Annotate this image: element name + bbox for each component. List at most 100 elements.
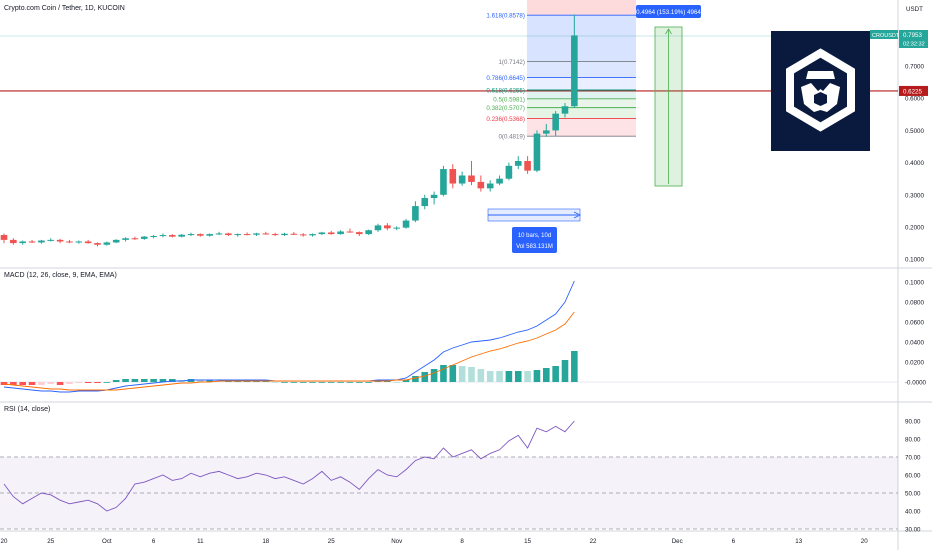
- range-label-bg: [512, 227, 557, 253]
- fib-zone: [526, 89, 636, 99]
- fib-zone: [526, 98, 636, 108]
- macd-histogram-bar: [309, 382, 316, 383]
- candle-body: [327, 232, 335, 235]
- macd-histogram-bar: [56, 382, 64, 385]
- candle-body: [243, 234, 251, 236]
- macd-histogram-bar: [281, 382, 288, 383]
- macd-histogram-bar: [318, 382, 326, 383]
- candle-body: [215, 233, 223, 235]
- candle-body: [281, 233, 288, 236]
- candle-body: [122, 238, 129, 240]
- candle-body: [150, 236, 157, 238]
- macd-histogram-bar: [571, 351, 578, 382]
- macd-histogram-bar: [47, 382, 55, 384]
- candle-body: [402, 220, 410, 228]
- candle-body: [571, 35, 578, 107]
- macd-histogram-bar: [524, 371, 531, 382]
- macd-histogram-bar: [421, 372, 429, 382]
- symbol-title[interactable]: Crypto.com Coin / Tether, 1D, KUCOIN: [4, 5, 125, 12]
- projection-label-bg: [636, 5, 701, 18]
- macd-histogram-bar: [299, 382, 307, 383]
- currency-label: USDT: [906, 6, 923, 13]
- fib-zone: [526, 107, 636, 119]
- macd-histogram-bar: [94, 382, 101, 383]
- macd-histogram-bar: [243, 381, 251, 382]
- fib-zone: [526, 15, 636, 62]
- candle-body: [384, 225, 391, 229]
- range-bars-label: 10 bars, 10d: [518, 233, 551, 239]
- candle-body: [561, 106, 569, 114]
- macd-histogram-bar: [225, 381, 232, 382]
- drawings-layer[interactable]: 1.618(0.8578) 1(0.7142) 0.786(0.6645) 0.618…: [0, 0, 898, 222]
- candle-body: [187, 234, 195, 236]
- candle-body: [318, 232, 326, 235]
- symbol-tag-bg: [870, 30, 898, 39]
- time-tick-label: 6: [152, 538, 156, 545]
- range-vol-label: Vol 583.131M: [516, 244, 553, 250]
- projection-arrowhead: [665, 28, 672, 35]
- macd-tick-label: -0.0000: [905, 380, 927, 387]
- time-tick-label: Nov: [391, 538, 403, 545]
- macd-histogram-bar: [10, 382, 17, 385]
- candle-body: [197, 234, 204, 236]
- last-price-value: 0.7953: [903, 32, 922, 39]
- candle-body: [299, 234, 307, 236]
- macd-histogram-bar: [234, 381, 242, 382]
- time-tick-label: Dec: [672, 538, 683, 545]
- hline-tag-bg: [899, 85, 928, 96]
- macd-histogram-bar: [552, 366, 559, 382]
- macd-histogram-bar: [197, 380, 204, 382]
- hline-tag: 0.6225: [903, 88, 922, 95]
- time-tick-label: 20: [861, 538, 868, 545]
- candle-body: [0, 235, 8, 240]
- candle-body: [365, 230, 372, 235]
- macd-histogram-bar: [384, 381, 391, 382]
- candle-body: [524, 160, 531, 171]
- macd-histogram-bar: [0, 382, 8, 385]
- macd-histogram-bar: [356, 382, 363, 383]
- rsi-tick-label: 90.00: [905, 419, 921, 426]
- time-tick-label: Oct: [102, 538, 112, 545]
- macd-histogram-bar: [430, 369, 438, 382]
- last-price-tag-bg: [899, 30, 928, 48]
- candle-body: [56, 239, 64, 242]
- candle-body: [393, 227, 400, 229]
- price-tick-label: 0.6000: [905, 96, 924, 103]
- fib-level-label: 1(0.7142): [498, 59, 525, 66]
- candle-body: [496, 178, 503, 184]
- rsi-layer: [0, 420, 898, 530]
- candle-body: [234, 234, 242, 236]
- macd-title[interactable]: MACD (12, 26, close, 9, EMA, EMA): [4, 272, 117, 279]
- candle-body: [290, 233, 298, 235]
- candle-body: [430, 194, 438, 199]
- macd-histogram-bar: [131, 379, 139, 382]
- macd-histogram-bar: [505, 371, 513, 382]
- price-tick-label: 0.3000: [905, 192, 924, 199]
- overlay-labels: 0.4964 (153.19%) 4964 10 bars, 10d Vol 583…: [512, 5, 928, 253]
- candle-body: [112, 239, 120, 243]
- axes-layer: 0.80000.70000.60000.50000.40000.30000.20…: [1, 6, 927, 545]
- rsi-line: [3, 420, 575, 512]
- candle-body: [309, 234, 316, 236]
- crypto-com-logo-icon: [786, 48, 855, 132]
- macd-histogram-bar: [169, 379, 176, 382]
- rsi-title[interactable]: RSI (14, close): [4, 406, 51, 413]
- candle-body: [19, 241, 26, 244]
- candle-body: [47, 239, 55, 241]
- time-tick-label: 18: [262, 538, 269, 545]
- candle-body: [412, 206, 419, 221]
- fib-zone: [526, 61, 636, 78]
- time-tick-label: 13: [795, 538, 802, 545]
- time-tick-label: 8: [460, 538, 464, 545]
- fib-level-label: 0.5(0.5981): [493, 96, 525, 103]
- candle-body: [140, 236, 148, 239]
- macd-histogram-bar: [215, 381, 223, 382]
- macd-histogram-bar: [75, 382, 83, 383]
- macd-tick-label: 0.0200: [905, 360, 924, 367]
- candle-body: [468, 175, 475, 182]
- rsi-tick-label: 70.00: [905, 455, 921, 462]
- candle-body: [271, 234, 279, 236]
- macd-histogram-bar: [103, 382, 111, 383]
- candle-body: [253, 233, 260, 235]
- macd-histogram-bar: [262, 381, 270, 382]
